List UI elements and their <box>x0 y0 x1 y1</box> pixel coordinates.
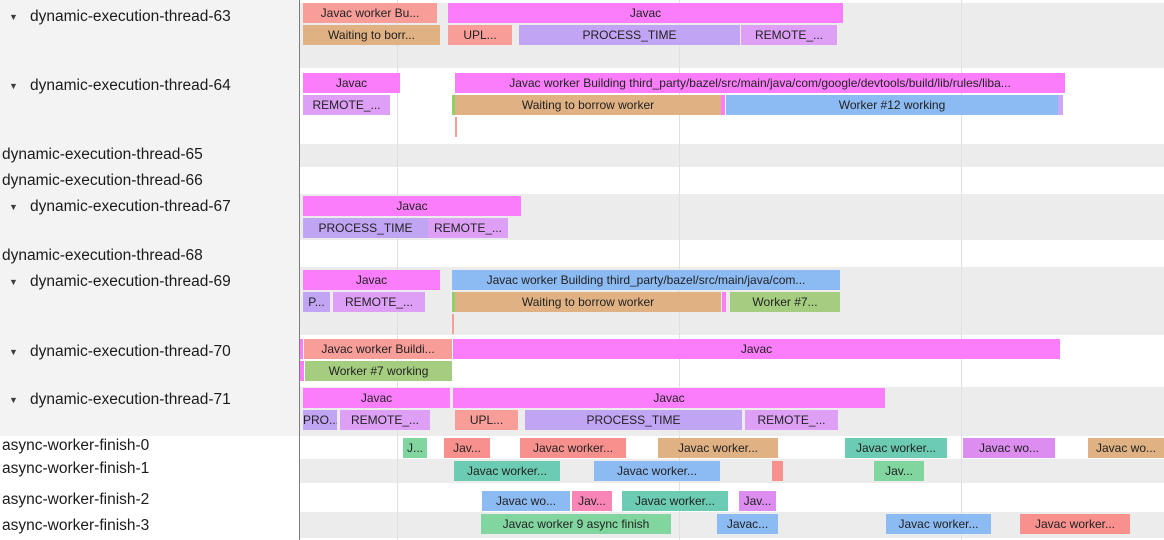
trace-slice[interactable]: Waiting to borr... <box>303 25 440 45</box>
trace-slice[interactable]: PROCESS_TIME <box>519 25 740 45</box>
trace-slice[interactable]: Waiting to borrow worker <box>455 95 721 115</box>
trace-slice[interactable]: Javac worker Buildi... <box>304 339 452 359</box>
trace-slice[interactable]: Worker #7 working <box>305 361 452 381</box>
track-row[interactable]: ▼ dynamic-execution-thread-67 <box>0 198 296 215</box>
track-row: async-worker-finish-1 <box>0 460 296 477</box>
expander-triangle-icon[interactable]: ▼ <box>9 394 18 405</box>
trace-slice-sliver[interactable] <box>772 461 783 481</box>
trace-slice[interactable]: REMOTE_... <box>333 292 425 312</box>
track-row[interactable]: ▼ dynamic-execution-thread-71 <box>0 391 296 408</box>
track-label: async-worker-finish-0 <box>2 437 150 454</box>
trace-slice-sliver[interactable] <box>452 314 454 334</box>
track-label: async-worker-finish-1 <box>2 460 150 477</box>
trace-slice[interactable]: Javac wo... <box>963 438 1055 458</box>
trace-slice-sliver[interactable] <box>1058 95 1063 115</box>
track-label: dynamic-execution-thread-69 <box>30 273 231 290</box>
track-row[interactable]: ▼ dynamic-execution-thread-64 <box>0 77 296 94</box>
trace-slice[interactable]: REMOTE_... <box>303 95 390 115</box>
trace-slice[interactable]: Worker #12 working <box>726 95 1058 115</box>
trace-slice[interactable]: Javac worker... <box>886 514 991 534</box>
track-label: dynamic-execution-thread-70 <box>30 343 231 360</box>
track-label: dynamic-execution-thread-64 <box>30 77 231 94</box>
trace-slice[interactable]: Javac <box>303 196 521 216</box>
track-row: async-worker-finish-0 <box>0 437 296 454</box>
trace-slice[interactable]: REMOTE_... <box>741 25 837 45</box>
track-row: dynamic-execution-thread-66 <box>0 172 296 189</box>
trace-slice[interactable]: Jav... <box>874 461 924 481</box>
trace-slice[interactable]: REMOTE_... <box>340 410 430 430</box>
trace-slice[interactable]: Javac wo... <box>482 491 570 511</box>
trace-slice[interactable]: Javac <box>453 388 885 408</box>
trace-slice[interactable]: Javac worker Bu... <box>303 3 437 23</box>
trace-slice-sliver[interactable] <box>722 292 726 312</box>
trace-slice[interactable]: Javac worker... <box>1020 514 1130 534</box>
row-band <box>300 144 1164 167</box>
trace-slice[interactable]: PRO... <box>303 410 337 430</box>
track-label: dynamic-execution-thread-71 <box>30 391 231 408</box>
trace-slice-sliver[interactable] <box>721 95 725 115</box>
trace-slice-sliver[interactable] <box>300 361 304 381</box>
expander-triangle-icon[interactable]: ▼ <box>9 346 18 357</box>
trace-slice-sliver[interactable] <box>300 339 303 359</box>
expander-triangle-icon[interactable]: ▼ <box>9 276 18 287</box>
panel-divider <box>299 0 300 540</box>
trace-slice[interactable]: Javac worker... <box>622 491 728 511</box>
time-gridline <box>961 0 962 540</box>
track-row: async-worker-finish-2 <box>0 491 296 508</box>
trace-slice[interactable]: Javac wo... <box>1088 438 1164 458</box>
track-label: dynamic-execution-thread-68 <box>2 247 203 264</box>
track-name-panel <box>0 0 299 436</box>
trace-slice[interactable]: Javac worker... <box>454 461 560 481</box>
trace-slice[interactable]: Javac worker... <box>658 438 778 458</box>
trace-slice[interactable]: Javac <box>303 270 440 290</box>
trace-slice[interactable]: Worker #7... <box>730 292 840 312</box>
trace-slice[interactable]: REMOTE_... <box>428 218 508 238</box>
track-label: dynamic-execution-thread-63 <box>30 8 231 25</box>
track-label: async-worker-finish-2 <box>2 491 150 508</box>
track-label: dynamic-execution-thread-65 <box>2 146 203 163</box>
track-label: dynamic-execution-thread-66 <box>2 172 203 189</box>
trace-slice[interactable]: Jav... <box>739 491 776 511</box>
track-row: dynamic-execution-thread-68 <box>0 247 296 264</box>
trace-slice[interactable]: Javac <box>448 3 843 23</box>
trace-slice[interactable]: Javac worker Building third_party/bazel/… <box>452 270 840 290</box>
track-row: dynamic-execution-thread-65 <box>0 146 296 163</box>
trace-slice[interactable]: Javac... <box>717 514 778 534</box>
trace-slice-sliver[interactable] <box>452 292 455 312</box>
trace-slice[interactable]: Javac worker... <box>594 461 720 481</box>
trace-slice[interactable]: Javac worker... <box>520 438 626 458</box>
trace-slice[interactable]: UPL... <box>455 410 518 430</box>
trace-slice[interactable]: Jav... <box>572 491 612 511</box>
track-row[interactable]: ▼ dynamic-execution-thread-69 <box>0 273 296 290</box>
trace-slice[interactable]: Javac <box>453 339 1060 359</box>
track-row[interactable]: ▼ dynamic-execution-thread-63 <box>0 8 296 25</box>
trace-slice[interactable]: PROCESS_TIME <box>303 218 428 238</box>
expander-triangle-icon[interactable]: ▼ <box>9 201 18 212</box>
trace-slice[interactable]: REMOTE_... <box>745 410 838 430</box>
trace-slice[interactable]: Javac worker 9 async finish <box>481 514 671 534</box>
track-label: dynamic-execution-thread-67 <box>30 198 231 215</box>
track-row[interactable]: ▼ dynamic-execution-thread-70 <box>0 343 296 360</box>
trace-slice[interactable]: P... <box>303 292 330 312</box>
trace-slice-sliver[interactable] <box>452 95 455 115</box>
trace-slice[interactable]: PROCESS_TIME <box>525 410 742 430</box>
trace-slice[interactable]: UPL... <box>448 25 512 45</box>
row-band <box>300 459 1164 483</box>
trace-slice[interactable]: Javac worker... <box>845 438 947 458</box>
trace-slice[interactable]: Jav... <box>444 438 490 458</box>
track-row: async-worker-finish-3 <box>0 517 296 534</box>
trace-slice[interactable]: Javac <box>303 388 450 408</box>
trace-slice[interactable]: J... <box>403 438 427 458</box>
trace-slice[interactable]: Javac <box>303 73 400 93</box>
trace-slice[interactable]: Javac worker Building third_party/bazel/… <box>455 73 1065 93</box>
trace-slice-sliver[interactable] <box>455 117 457 137</box>
trace-slice[interactable]: Waiting to borrow worker <box>455 292 721 312</box>
expander-triangle-icon[interactable]: ▼ <box>9 11 18 22</box>
expander-triangle-icon[interactable]: ▼ <box>9 80 18 91</box>
track-label: async-worker-finish-3 <box>2 517 150 534</box>
